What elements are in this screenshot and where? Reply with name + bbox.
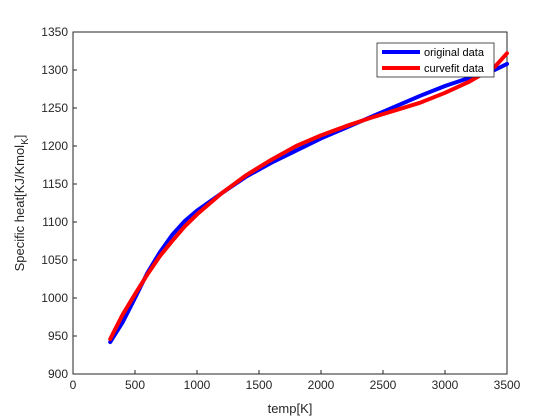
y-tick-label: 1300 (41, 63, 68, 77)
x-tick-label: 3500 (494, 378, 521, 392)
x-axis-title: temp[K] (268, 401, 313, 416)
y-tick-label: 1250 (41, 101, 68, 115)
x-tick-label: 1500 (246, 378, 273, 392)
legend: original data curvefit data (376, 42, 495, 78)
y-axis-title-sub: K (20, 138, 31, 145)
y-tick-label: 1200 (41, 139, 68, 153)
legend-label-curvefit: curvefit data (424, 63, 485, 75)
x-tick-label: 500 (125, 378, 145, 392)
y-axis-title-close: ] (12, 135, 27, 139)
legend-label-original: original data (424, 47, 485, 59)
series-layer (108, 51, 509, 345)
y-tick-label: 1150 (42, 177, 68, 191)
y-tick-label: 1000 (41, 291, 68, 305)
y-tick-label: 1350 (41, 25, 68, 39)
x-tick-label: 2500 (370, 378, 397, 392)
x-tick-label: 0 (70, 378, 77, 392)
y-tick-label: 900 (48, 367, 68, 381)
plot-area (72, 31, 508, 375)
x-tick-label: 3000 (432, 378, 459, 392)
y-ticks: 900 950 1000 1050 1100 1150 1200 1250 1300 1350 (41, 25, 77, 381)
y-tick-label: 1050 (41, 253, 68, 267)
y-axis-title: Specific heat[KJ/KmolK] (12, 135, 31, 272)
y-tick-label: 1100 (42, 215, 68, 229)
series-line-curvefit (108, 51, 509, 341)
y-tick-label: 950 (48, 329, 68, 343)
y-axis-title-main: Specific heat[KJ/Kmol (12, 145, 27, 272)
legend-box (376, 42, 495, 78)
x-ticks: 0 500 1000 1500 2000 2500 3000 3500 (70, 370, 521, 392)
x-tick-label: 1000 (184, 378, 211, 392)
x-tick-label: 2000 (308, 378, 335, 392)
